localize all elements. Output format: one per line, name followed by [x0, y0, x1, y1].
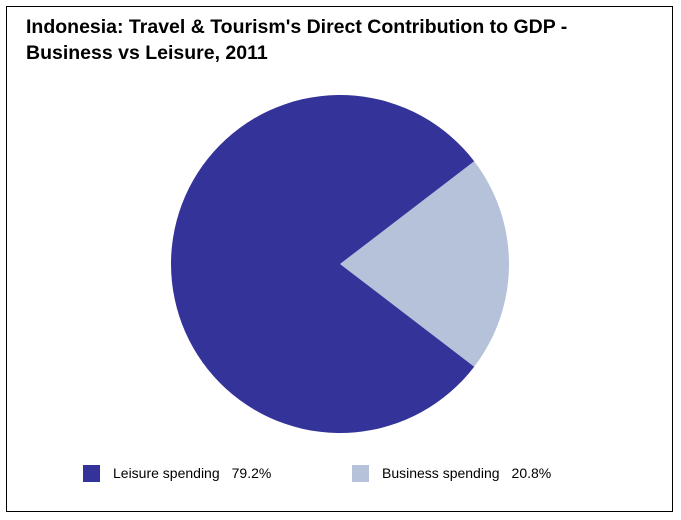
legend-item-business: Business spending 20.8% [352, 462, 551, 484]
legend-item-leisure: Leisure spending 79.2% [83, 462, 271, 484]
legend-swatch-business [352, 464, 369, 482]
legend-value-business: 20.8% [511, 465, 552, 481]
chart-title: Indonesia: Travel & Tourism's Direct Con… [26, 14, 656, 66]
pie-slice-business [340, 161, 509, 367]
legend-label-leisure: Leisure spending [113, 465, 220, 481]
pie-slice-leisure [171, 94, 475, 434]
legend-value-leisure: 79.2% [231, 465, 272, 481]
chart-title-line-1: Indonesia: Travel & Tourism's Direct Con… [26, 16, 568, 38]
legend-label-business: Business spending [382, 465, 500, 481]
chart-title-line-2: Business vs Leisure, 2011 [26, 42, 268, 64]
legend-swatch-leisure [83, 464, 100, 482]
